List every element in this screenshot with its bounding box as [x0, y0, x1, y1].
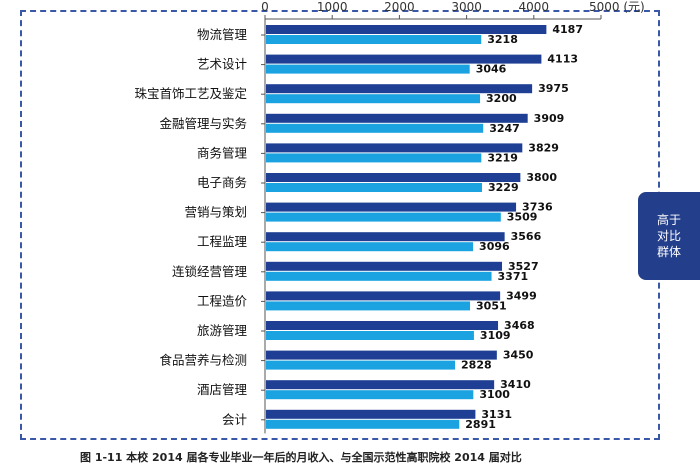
national-income-bar [266, 360, 456, 370]
school-income-bar [266, 143, 523, 153]
national-income-bar [266, 183, 482, 192]
category-label: 酒店管理 [197, 382, 248, 397]
school-income-bar [266, 202, 517, 212]
school-value-label: 3736 [522, 201, 553, 214]
national-value-label: 3100 [479, 388, 510, 401]
national-value-label: 3509 [507, 211, 538, 224]
school-income-bar [266, 113, 528, 123]
category-label: 珠宝首饰工艺及鉴定 [134, 86, 247, 101]
category-label: 连锁经营管理 [172, 264, 248, 279]
national-value-label: 3247 [489, 122, 520, 135]
school-income-bar [266, 409, 476, 419]
school-income-bar [266, 232, 505, 242]
school-value-label: 3468 [504, 319, 535, 332]
national-value-label: 3219 [487, 151, 518, 164]
category-label: 营销与策划 [184, 205, 247, 220]
school-income-bar [266, 350, 497, 360]
school-value-label: 3566 [511, 230, 542, 243]
national-income-bar [266, 419, 460, 429]
category-label: 电子商务 [197, 175, 247, 190]
national-value-label: 2828 [461, 359, 492, 372]
school-income-bar [266, 291, 501, 301]
x-tick-label: 3000 [451, 0, 482, 14]
category-label: 会计 [222, 412, 247, 427]
category-label: 工程监理 [197, 234, 248, 249]
school-value-label: 4113 [547, 53, 578, 66]
national-value-label: 3109 [480, 329, 511, 342]
national-income-bar [266, 242, 474, 252]
national-income-bar [266, 123, 484, 133]
national-income-bar [266, 153, 482, 163]
national-value-label: 3229 [488, 181, 519, 194]
national-value-label: 3096 [479, 240, 510, 253]
school-value-label: 3410 [500, 378, 531, 391]
school-value-label: 4187 [552, 23, 583, 36]
school-value-label: 3527 [508, 260, 539, 273]
national-income-bar [266, 301, 471, 311]
school-income-bar [266, 321, 499, 330]
national-income-bar [266, 271, 492, 281]
national-value-label: 3200 [486, 92, 517, 105]
school-income-bar [266, 25, 547, 34]
school-value-label: 3829 [528, 141, 559, 154]
x-tick-label: 4000 [519, 0, 550, 14]
school-value-label: 3131 [481, 408, 512, 421]
category-label: 商务管理 [197, 145, 248, 160]
category-label: 旅游管理 [197, 323, 248, 338]
school-income-bar [266, 54, 542, 64]
national-income-bar [266, 94, 481, 104]
national-income-bar [266, 390, 474, 400]
category-label: 艺术设计 [197, 57, 247, 72]
school-value-label: 3499 [506, 289, 537, 302]
figure-caption: 图 1-11 本校 2014 届各专业毕业一年后的月收入、与全国示范性高职院校 … [80, 451, 522, 464]
x-tick-label: 2000 [384, 0, 415, 14]
side-tab-label: 高于 对比 群体 [656, 213, 681, 259]
category-label: 食品营养与检测 [159, 353, 247, 368]
category-label: 金融管理与实务 [159, 116, 247, 131]
school-value-label: 3800 [526, 171, 557, 184]
national-income-bar [266, 64, 470, 74]
category-label: 物流管理 [197, 27, 248, 42]
school-value-label: 3909 [534, 112, 565, 125]
national-value-label: 3218 [487, 33, 518, 46]
national-income-bar [266, 35, 482, 44]
school-income-bar [266, 380, 495, 390]
national-income-bar [266, 331, 474, 340]
category-label: 工程造价 [197, 293, 248, 308]
national-value-label: 2891 [465, 418, 496, 431]
school-income-bar [266, 173, 521, 182]
school-income-bar [266, 84, 533, 94]
national-income-bar [266, 212, 501, 222]
x-tick-label: 1000 [317, 0, 348, 14]
national-value-label: 3046 [476, 63, 507, 76]
side-tab-higher-than-comparison: 高于 对比 群体 [638, 192, 700, 280]
school-value-label: 3450 [503, 349, 534, 362]
school-income-bar [266, 261, 503, 271]
x-tick-label: 0 [261, 0, 269, 14]
national-value-label: 3371 [498, 270, 529, 283]
x-tick-label: 5000 (元) [589, 0, 645, 14]
school-value-label: 3975 [538, 82, 569, 95]
national-value-label: 3051 [476, 299, 507, 312]
